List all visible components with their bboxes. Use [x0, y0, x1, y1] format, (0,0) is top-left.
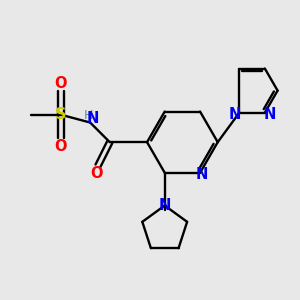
- Text: N: N: [264, 107, 276, 122]
- Text: O: O: [54, 139, 67, 154]
- Text: H: H: [83, 109, 93, 122]
- Text: S: S: [55, 107, 66, 122]
- Text: O: O: [90, 166, 102, 181]
- Text: N: N: [158, 198, 171, 213]
- Text: N: N: [196, 167, 208, 182]
- Text: N: N: [87, 111, 99, 126]
- Text: O: O: [54, 76, 67, 91]
- Text: N: N: [228, 107, 241, 122]
